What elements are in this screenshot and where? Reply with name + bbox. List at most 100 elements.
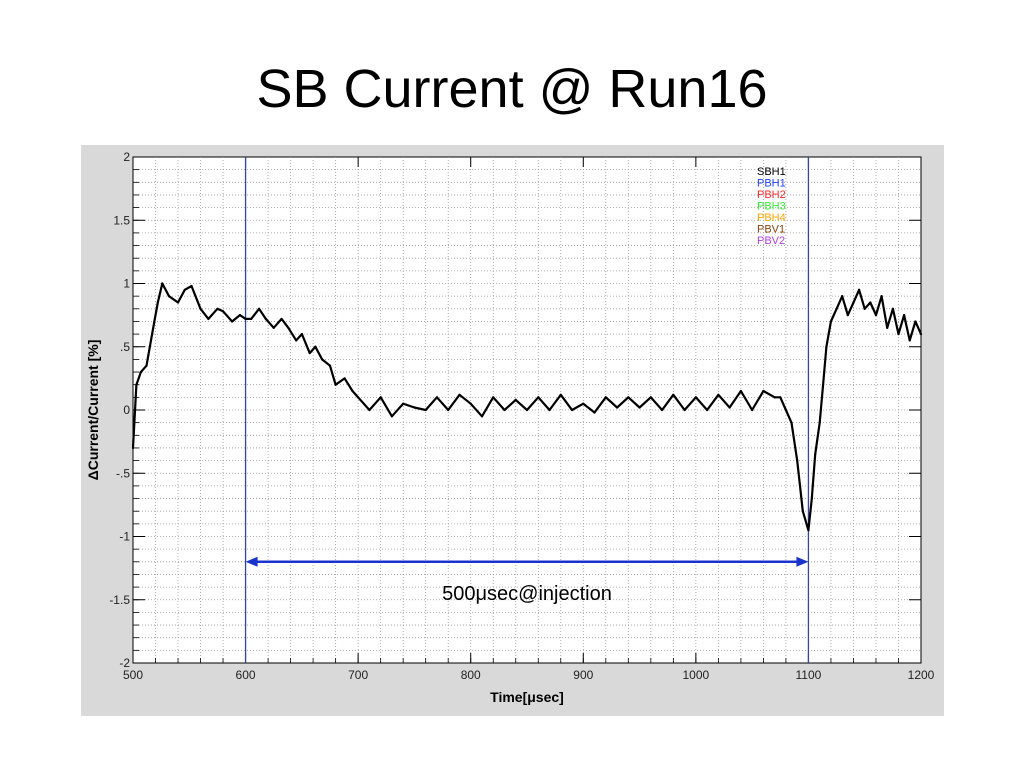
data-point [810, 497, 813, 500]
x-tick-label: 1100 [796, 668, 822, 682]
y-tick-label: -1 [119, 530, 130, 544]
data-point [199, 307, 202, 310]
x-axis-title: Time[μsec] [490, 689, 564, 705]
slide-title: SB Current @ Run16 [256, 59, 768, 119]
data-point [638, 406, 641, 409]
y-tick-label: -.5 [116, 466, 130, 480]
data-point [818, 421, 821, 424]
data-point [151, 333, 154, 336]
data-point [919, 333, 923, 336]
data-point [582, 402, 585, 405]
data-point [829, 320, 833, 323]
data-point [683, 408, 686, 412]
y-tick-label: 2 [123, 150, 130, 164]
data-point [280, 317, 283, 321]
data-point [156, 301, 159, 304]
vertical-markers [244, 157, 810, 663]
data-point [314, 345, 317, 348]
data-point [897, 333, 900, 336]
data-point [321, 358, 324, 361]
data-point [694, 396, 697, 399]
line-chart: 500 600 700 800 900 1000 1100 120021.51.50-.5-1… [85, 150, 935, 705]
data-point [287, 326, 290, 329]
data-point [801, 510, 804, 513]
legend-entry-pbh1: PBH1 [757, 178, 786, 190]
legend-entry-pbh2: PBH2 [757, 189, 786, 201]
y-tick-label: 1 [123, 277, 130, 291]
data-point [762, 389, 765, 393]
series-group [131, 282, 923, 532]
data-point [300, 333, 303, 336]
legend-entry-pbh4: PBH4 [757, 212, 786, 224]
y-tick-label: -1.5 [109, 593, 130, 607]
data-point [424, 408, 427, 412]
y-tick-label: 0 [123, 403, 130, 417]
data-point [751, 408, 754, 412]
data-point [548, 408, 551, 412]
data-point [514, 398, 517, 401]
data-point [190, 284, 193, 288]
data-point [250, 317, 253, 321]
data-point [841, 295, 844, 298]
x-tick-label: 600 [236, 668, 256, 682]
data-point [537, 396, 540, 399]
data-point [796, 459, 799, 462]
data-point [328, 364, 332, 367]
data-point [807, 529, 810, 532]
data-point [503, 408, 506, 412]
data-point [779, 396, 782, 399]
data-point [790, 421, 793, 424]
data-point [886, 326, 889, 329]
data-point [176, 301, 180, 304]
data-point [469, 402, 472, 405]
data-point [773, 396, 776, 399]
chart-frame: 500 600 700 800 900 1000 1100 1200 2 1.5 1.5 0 -.5 -1… [81, 145, 944, 716]
data-point [821, 383, 825, 386]
data-point [216, 307, 219, 310]
data-point [221, 310, 225, 313]
data-point [402, 402, 405, 405]
legend-entry-pbh3: PBH3 [757, 201, 786, 213]
data-point [308, 351, 311, 355]
arrowhead-left [245, 556, 258, 567]
data-point [863, 307, 866, 310]
arrowhead-right [796, 556, 809, 567]
data-point [814, 453, 817, 456]
data-point [334, 383, 337, 386]
data-point [525, 408, 529, 412]
x-tick-label: 500 [123, 668, 143, 682]
legend-entry-pbv2: PBV2 [757, 235, 785, 247]
data-point [390, 415, 394, 418]
data-point [257, 307, 261, 310]
data-point [435, 396, 439, 399]
x-tick-label: 700 [348, 668, 368, 682]
data-point [604, 396, 607, 399]
data-point [368, 408, 371, 412]
data-point [264, 317, 267, 321]
data-point [135, 383, 138, 386]
data-point [739, 389, 742, 393]
data-point [447, 408, 450, 412]
legend-entry-sbh1: SBH1 [757, 166, 786, 178]
data-point [852, 301, 855, 304]
data-point [167, 295, 171, 298]
y-tick-label: 1.5 [113, 213, 130, 227]
data-point [272, 326, 275, 329]
x-tick-label: 1000 [683, 668, 710, 682]
data-point [351, 389, 354, 393]
data-point [706, 408, 709, 412]
data-point [914, 320, 917, 323]
y-tick-label: .5 [120, 340, 130, 354]
data-point [379, 396, 382, 399]
data-point [238, 314, 242, 317]
data-point [357, 396, 360, 399]
grid [133, 157, 921, 663]
data-point [627, 396, 630, 399]
data-point [559, 393, 562, 396]
data-point [145, 364, 148, 367]
data-point [615, 406, 619, 409]
data-point [183, 288, 186, 291]
data-point [570, 408, 574, 412]
x-tick-label: 900 [573, 668, 593, 682]
